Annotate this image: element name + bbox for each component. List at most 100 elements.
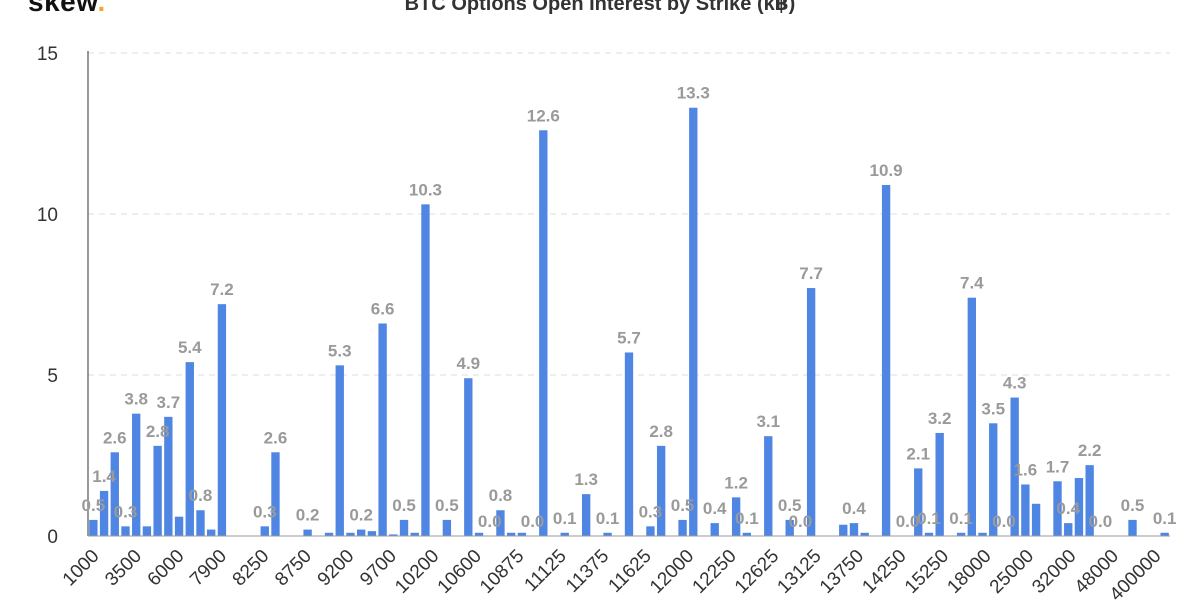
data-label: 7.4 [960, 274, 984, 293]
bar [132, 413, 141, 536]
x-tick-label: 7900 [186, 546, 231, 591]
bar [1128, 519, 1137, 536]
bar [689, 107, 698, 537]
bar [399, 519, 409, 536]
data-label: 0.1 [735, 509, 759, 528]
bar [442, 519, 452, 536]
data-label: 6.6 [371, 299, 395, 318]
x-tick-label: 15250 [901, 546, 953, 598]
data-label: 0.0 [789, 512, 813, 531]
data-label: 13.3 [677, 84, 710, 103]
x-tick-label: 25000 [986, 546, 1038, 598]
y-tick-label: 0 [47, 527, 58, 548]
data-label: 0.0 [896, 512, 920, 531]
data-label: 0.3 [639, 502, 663, 521]
bar [271, 452, 280, 536]
bar [1074, 478, 1084, 536]
data-label: 0.5 [392, 496, 416, 515]
data-label: 2.6 [103, 428, 127, 447]
data-label: 0.1 [596, 509, 620, 528]
bar [560, 532, 569, 536]
data-label: 0.4 [842, 499, 866, 518]
bar [967, 297, 976, 536]
data-label: 1.2 [724, 473, 748, 492]
data-labels: 0.5 1.4 2.6 0.3 3.8 2.8 3.7 5.4 0.8 7.2 0.3 2.6 0.2 5… [82, 84, 1177, 531]
data-label: 2.8 [146, 422, 170, 441]
data-label: 12.6 [527, 106, 560, 125]
data-label: 0.1 [553, 509, 577, 528]
data-label: 0.5 [1121, 496, 1145, 515]
bars [89, 107, 1169, 537]
brand-logo-text: skew [28, 0, 98, 17]
bar [142, 526, 152, 536]
data-label: 4.9 [456, 354, 480, 373]
y-tick-label: 10 [37, 205, 58, 226]
brand-logo-dot: . [97, 0, 106, 17]
bar [410, 532, 419, 536]
bar [110, 452, 119, 536]
bar [678, 519, 687, 536]
data-label: 0.5 [778, 496, 802, 515]
x-tick-label: 11625 [605, 546, 656, 597]
bar [421, 204, 430, 536]
bar [517, 532, 527, 536]
x-tick-label: 12250 [689, 546, 741, 598]
bar [935, 432, 944, 536]
bar [956, 532, 966, 536]
data-label: 0.0 [1089, 512, 1113, 531]
data-label: 0.4 [1056, 499, 1080, 518]
data-label: 3.2 [928, 409, 952, 428]
bar [357, 529, 366, 536]
x-tick-label: 3500 [101, 546, 146, 591]
data-label: 7.2 [210, 280, 234, 299]
data-label: 3.5 [981, 399, 1005, 418]
bar [367, 531, 377, 536]
data-label: 0.8 [489, 486, 513, 505]
data-label: 4.3 [1003, 374, 1027, 393]
data-label: 0.4 [703, 499, 727, 518]
bar [99, 490, 109, 536]
data-label: 0.5 [435, 496, 459, 515]
x-tick-label: 12625 [731, 546, 783, 598]
bar [989, 423, 998, 536]
data-label: 5.4 [178, 338, 202, 357]
bar [1160, 532, 1169, 536]
x-tick-label: 10875 [476, 546, 528, 598]
bar [174, 516, 184, 536]
x-tick-label: 6000 [144, 546, 189, 591]
bar [474, 532, 484, 536]
data-label: 0.2 [349, 506, 373, 525]
data-label: 0.1 [917, 509, 941, 528]
x-tick-label: 11125 [521, 546, 571, 596]
bar [389, 534, 398, 536]
bar [121, 526, 130, 536]
bar [1010, 397, 1019, 536]
bar [860, 532, 869, 536]
bar [260, 526, 269, 536]
bar [164, 416, 173, 536]
data-label: 3.7 [157, 393, 181, 412]
data-label: 1.6 [1014, 460, 1038, 479]
bar [785, 519, 794, 536]
data-label: 2.2 [1078, 441, 1102, 460]
bar [881, 185, 891, 536]
bar [217, 304, 227, 536]
data-label: 0.5 [82, 496, 106, 515]
bar [506, 532, 516, 536]
bar [914, 468, 923, 536]
y-tick-label: 15 [37, 44, 58, 65]
x-tick-label: 1000 [59, 546, 104, 591]
bar [196, 510, 205, 536]
data-label: 0.0 [992, 512, 1016, 531]
data-label: 2.1 [906, 444, 930, 463]
data-label: 0.1 [1153, 509, 1177, 528]
bar [624, 352, 634, 536]
bar [464, 378, 473, 536]
x-tick-label: 8250 [229, 546, 274, 591]
x-tick-label: 8750 [271, 546, 316, 591]
bar [1031, 503, 1041, 536]
bar [646, 526, 655, 536]
bar [806, 288, 816, 536]
bar [1021, 484, 1030, 536]
